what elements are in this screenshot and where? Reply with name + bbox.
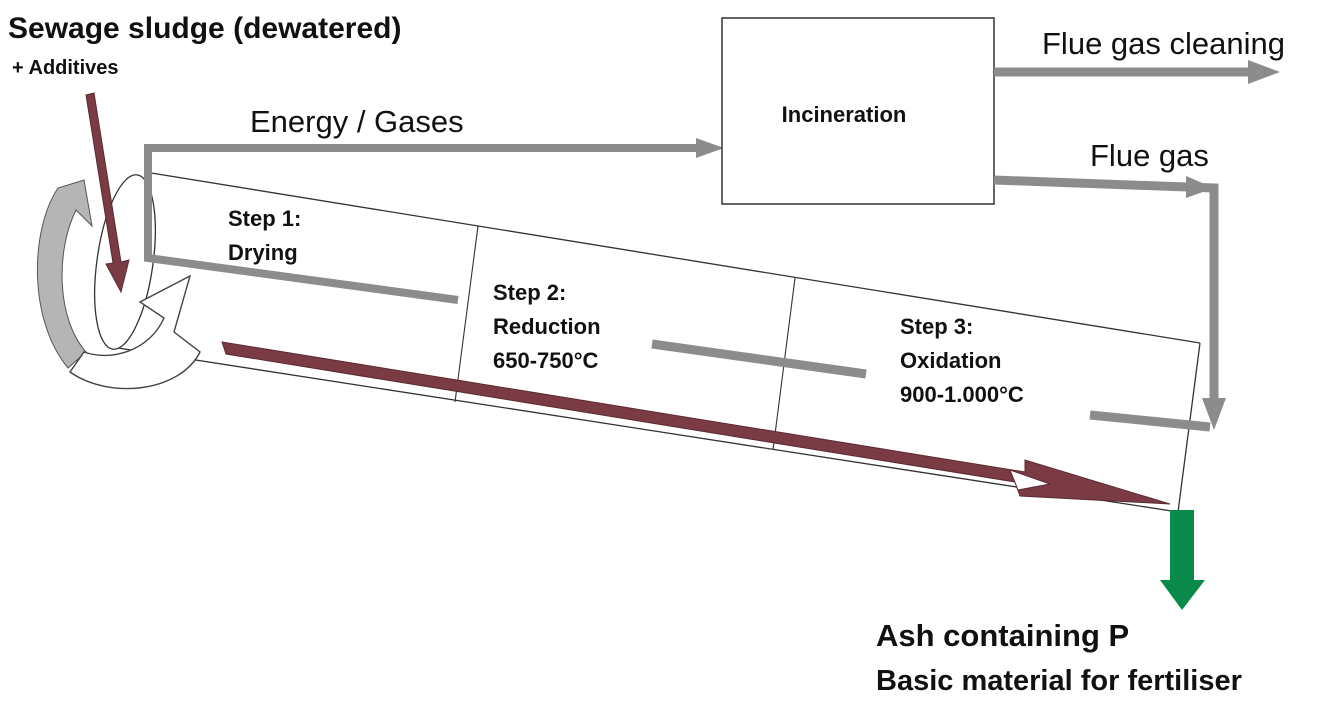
step-2-line1: Step 2: [493, 280, 566, 305]
flue-gas-cleaning-arrowhead [1248, 60, 1280, 84]
step-3-label: Step 3: Oxidation 900-1.000°C [900, 314, 1024, 407]
step-2-line2: Reduction [493, 314, 601, 339]
gas-segment-2 [651, 339, 867, 379]
input-title: Sewage sludge (dewatered) [8, 12, 401, 45]
input-subtitle: + Additives [12, 57, 119, 79]
feed-arrow [85, 92, 130, 294]
flue-gas-label: Flue gas [1090, 138, 1209, 173]
kiln-inlet-ellipse [94, 174, 156, 350]
material-arrow-highlight [1009, 469, 1052, 491]
incineration-label: Incineration [782, 102, 907, 127]
step-1-line1: Step 1: [228, 206, 301, 231]
ash-arrow-head [1160, 580, 1205, 610]
ash-arrow-shaft [1170, 510, 1194, 582]
kiln-bottom-edge [117, 347, 1179, 513]
kiln-top-edge [144, 171, 1201, 344]
step-2-label: Step 2: Reduction 650-750°C [493, 280, 601, 373]
kiln-divider-1 [454, 225, 479, 403]
flue-gas-line [993, 175, 1219, 400]
energy-gas-line [144, 144, 700, 304]
material-flow-arrow [221, 341, 1171, 505]
rotation-arrow-icon [36, 179, 93, 369]
energy-label: Energy / Gases [250, 104, 464, 139]
step-3-line2: Oxidation [900, 348, 1001, 373]
output-line1: Ash containing P [876, 618, 1129, 653]
step-2-line3: 650-750°C [493, 348, 599, 373]
step-3-line3: 900-1.000°C [900, 382, 1024, 407]
incineration-box [721, 17, 995, 205]
flue-gas-arrowhead-top [1186, 176, 1214, 198]
step-1-line2: Drying [228, 240, 298, 265]
output-line2: Basic material for fertiliser [876, 665, 1242, 697]
flue-gas-cleaning-label: Flue gas cleaning [1042, 26, 1285, 61]
step-1-label: Step 1: Drying [228, 206, 301, 265]
gas-segment-3 [1089, 410, 1211, 432]
rotation-arrow-outline-icon [69, 274, 201, 390]
energy-gas-arrowhead [696, 138, 724, 158]
step-3-line1: Step 3: [900, 314, 973, 339]
flue-gas-arrowhead-down [1202, 398, 1226, 430]
